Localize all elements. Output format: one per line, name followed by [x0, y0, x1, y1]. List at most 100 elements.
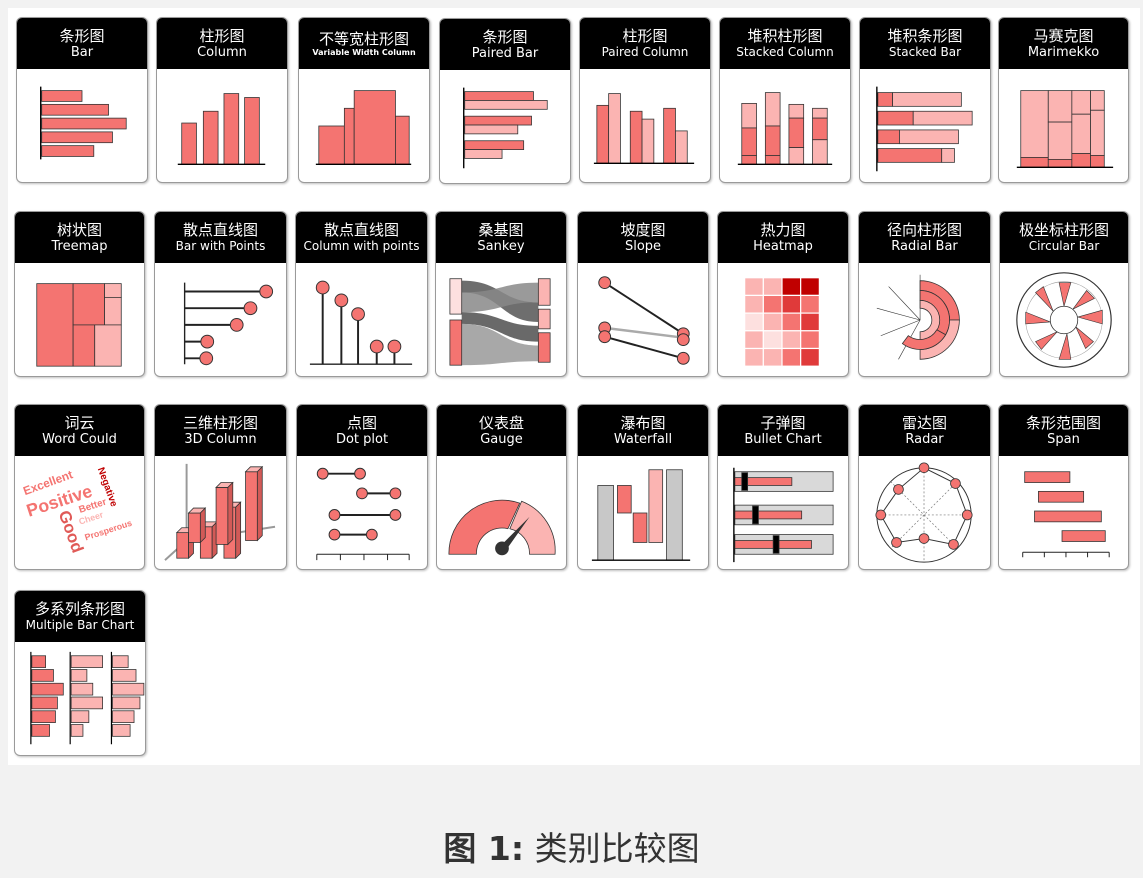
card-stacked-column: 堆积柱形图 Stacked Column: [719, 17, 851, 183]
card-header: 极坐标柱形图 Circular Bar: [1000, 212, 1128, 263]
card-title-zh: 三维柱形图: [182, 413, 258, 432]
card-variable-width-column: 不等宽柱形图 Variable Width Column: [298, 17, 430, 183]
card-title-en: Variable Width Column: [312, 47, 416, 57]
card-header: 多系列条形图 Multiple Bar Chart: [15, 591, 145, 642]
card-slope: 坡度图 Slope: [577, 211, 709, 377]
card-title-zh: 坡度图: [620, 220, 666, 239]
span-icon: [999, 456, 1128, 569]
card-paired-bar: 条形图 Paired Bar: [439, 18, 571, 184]
card-title-en: Dot plot: [335, 431, 389, 447]
card-title-zh: 条形范围图: [1025, 413, 1101, 432]
card-title-zh: 马赛克图: [1033, 26, 1094, 45]
treemap-icon: [15, 263, 144, 376]
card-title-en: Treemap: [51, 238, 108, 254]
card-title-en: Bar: [70, 44, 94, 60]
figure-caption: 图 1: 类别比较图: [0, 822, 1143, 870]
card-title-en: Circular Bar: [1028, 239, 1100, 254]
card-dot-plot: 点图 Dot plot: [296, 404, 428, 570]
card-header: 散点直线图 Bar with Points: [155, 212, 286, 263]
card-title-zh: 极坐标柱形图: [1018, 221, 1109, 240]
word-cloud-icon: Excellent Positive Good Negative Better …: [15, 456, 144, 569]
caption-text: 类别比较图: [534, 829, 700, 868]
card-title-zh: 多系列条形图: [34, 600, 125, 619]
card-header: 不等宽柱形图 Variable Width Column: [299, 18, 429, 69]
dot-plot-icon: [297, 456, 427, 569]
card-radar: 雷达图 Radar: [858, 404, 991, 570]
card-header: 三维柱形图 3D Column: [155, 405, 286, 456]
caption-label: 图 1:: [443, 829, 525, 868]
stacked-column-icon: [720, 69, 850, 182]
card-title-en: Column: [197, 44, 247, 60]
card-heatmap: 热力图 Heatmap: [717, 211, 849, 377]
card-header: 树状图 Treemap: [15, 212, 144, 263]
card-header: 堆积柱形图 Stacked Column: [720, 18, 850, 69]
card-title-en: Waterfall: [613, 431, 673, 447]
card-header: 条形图 Bar: [17, 18, 147, 69]
column-with-points-icon: [296, 263, 427, 376]
card-header: 散点直线图 Column with points: [296, 212, 427, 263]
card-title-en: Sankey: [477, 238, 525, 254]
card-title-en: Stacked Bar: [888, 45, 962, 60]
card-title-zh: 雷达图: [901, 413, 947, 432]
sankey-icon: [436, 263, 566, 376]
card-column: 柱形图 Column: [156, 17, 288, 183]
chart-gallery: 条形图 Bar 柱形图 Column 不等宽柱形图 Variable Width Co…: [8, 8, 1140, 765]
card-header: 条形范围图 Span: [999, 405, 1128, 456]
card-paired-column: 柱形图 Paired Column: [579, 17, 711, 183]
card-title-en: 3D Column: [184, 431, 257, 447]
card-sankey: 桑基图 Sankey: [435, 211, 567, 377]
card-title-zh: 瀑布图: [620, 413, 666, 432]
card-title-en: Bar with Points: [175, 239, 266, 254]
card-title-zh: 桑基图: [478, 220, 524, 239]
card-header: 柱形图 Column: [157, 18, 287, 69]
card-title-zh: 子弹图: [760, 413, 806, 432]
card-word-cloud: 词云 Word Could Excellent Positive Good Neg…: [14, 404, 145, 570]
card-title-zh: 条形图: [59, 26, 105, 45]
card-title-en: Word Could: [42, 431, 117, 447]
card-title-en: Slope: [624, 238, 662, 254]
card-3d-column: 三维柱形图 3D Column: [154, 404, 287, 570]
card-header: 仪表盘 Gauge: [437, 405, 566, 456]
marimekko-icon: [999, 69, 1128, 182]
card-title-en: Multiple Bar Chart: [25, 618, 135, 633]
card-stacked-bar: 堆积条形图 Stacked Bar: [859, 17, 991, 183]
card-title-zh: 柱形图: [199, 26, 245, 45]
card-title-zh: 仪表盘: [478, 413, 524, 432]
card-waterfall: 瀑布图 Waterfall: [577, 404, 709, 570]
card-title-zh: 热力图: [760, 220, 806, 239]
card-title-zh: 堆积柱形图: [747, 27, 823, 46]
card-title-en: Bullet Chart: [744, 431, 822, 447]
slope-icon: [578, 263, 708, 376]
card-header: 径向柱形图 Radial Bar: [859, 212, 990, 263]
variable-width-column-icon: [299, 69, 429, 182]
card-title-zh: 散点直线图: [182, 221, 258, 240]
card-title-zh: 点图: [346, 413, 377, 432]
card-bar-with-points: 散点直线图 Bar with Points: [154, 211, 287, 377]
card-title-en: Radar: [905, 431, 944, 447]
card-radial-bar: 径向柱形图 Radial Bar: [858, 211, 991, 377]
card-title-en: Column with points: [303, 239, 420, 254]
card-header: 雷达图 Radar: [859, 405, 990, 456]
card-header: 坡度图 Slope: [578, 212, 708, 263]
card-header: 子弹图 Bullet Chart: [718, 405, 848, 456]
card-circular-bar: 极坐标柱形图 Circular Bar: [999, 211, 1129, 377]
card-title-en: Paired Bar: [471, 45, 539, 61]
card-title-zh: 不等宽柱形图: [318, 29, 409, 48]
card-title-zh: 词云: [64, 413, 95, 432]
radar-icon: [859, 456, 990, 569]
card-header: 桑基图 Sankey: [436, 212, 566, 263]
card-header: 柱形图 Paired Column: [580, 18, 710, 69]
bar-chart-icon: [17, 69, 147, 182]
card-header: 马赛克图 Marimekko: [999, 18, 1128, 69]
card-multiple-bar-chart: 多系列条形图 Multiple Bar Chart: [14, 590, 146, 756]
card-header: 点图 Dot plot: [297, 405, 427, 456]
card-column-with-points: 散点直线图 Column with points: [295, 211, 428, 377]
card-treemap: 树状图 Treemap: [14, 211, 145, 377]
circular-bar-icon: [1000, 263, 1128, 376]
card-title-en: Marimekko: [1027, 44, 1100, 60]
card-bullet-chart: 子弹图 Bullet Chart: [717, 404, 849, 570]
bar-with-points-icon: [155, 263, 286, 376]
card-header: 热力图 Heatmap: [718, 212, 848, 263]
card-title-zh: 条形图: [482, 27, 528, 46]
bullet-chart-icon: [718, 456, 848, 569]
